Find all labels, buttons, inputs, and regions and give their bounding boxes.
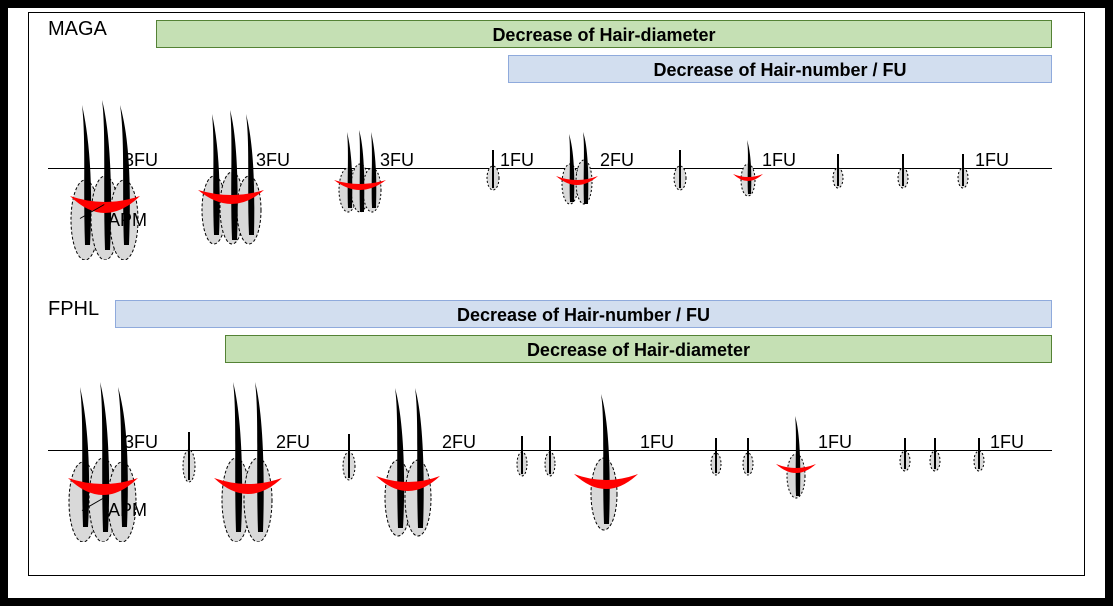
fphl-vellus-i [972, 436, 986, 472]
fphl-fu-5: 1FU [818, 432, 852, 453]
maga-apm-label: APM [108, 210, 147, 231]
maga-fu-3: 3FU [380, 150, 414, 171]
fphl-group-5 [770, 414, 822, 504]
maga-group-1 [60, 100, 150, 260]
maga-vellus-e [955, 152, 971, 190]
maga-group-3 [330, 130, 390, 218]
maga-fu-4: 1FU [500, 150, 534, 171]
fphl-fu-3: 2FU [442, 432, 476, 453]
maga-vellus-b [670, 148, 690, 193]
fphl-vellus-c [514, 434, 530, 478]
fphl-number-bar: Decrease of Hair-number / FU [115, 300, 1052, 328]
fphl-vellus-g [898, 436, 912, 472]
maga-fu-5: 2FU [600, 150, 634, 171]
fphl-apm-label: APM [108, 500, 147, 521]
fphl-vellus-f [740, 436, 756, 476]
maga-fu-1: 3FU [124, 150, 158, 171]
maga-group-5 [730, 138, 766, 200]
fphl-group-4 [570, 394, 642, 534]
fphl-fu-4: 1FU [640, 432, 674, 453]
maga-diameter-bar: Decrease of Hair-diameter [156, 20, 1052, 48]
maga-fu-6: 1FU [762, 150, 796, 171]
maga-label: MAGA [48, 18, 107, 41]
fphl-vellus-e [708, 436, 724, 476]
fphl-fu-2: 2FU [276, 432, 310, 453]
fphl-label: FPHL [48, 298, 99, 321]
maga-fu-2: 3FU [256, 150, 290, 171]
fphl-fu-1: 3FU [124, 432, 158, 453]
maga-vellus-d [895, 152, 911, 190]
fphl-vellus-h [928, 436, 942, 472]
fphl-diameter-bar: Decrease of Hair-diameter [225, 335, 1052, 363]
fphl-group-2 [208, 382, 290, 542]
fphl-vellus-d [542, 434, 558, 478]
inner-frame [28, 12, 1085, 576]
maga-number-bar: Decrease of Hair-number / FU [508, 55, 1052, 83]
fphl-vellus-b [340, 432, 358, 482]
fphl-group-3 [370, 388, 450, 538]
maga-group-4 [552, 132, 602, 210]
maga-fu-7: 1FU [975, 150, 1009, 171]
fphl-vellus-a [180, 430, 198, 485]
maga-vellus-c [830, 152, 846, 190]
maga-group-2 [192, 110, 272, 250]
fphl-fu-6: 1FU [990, 432, 1024, 453]
